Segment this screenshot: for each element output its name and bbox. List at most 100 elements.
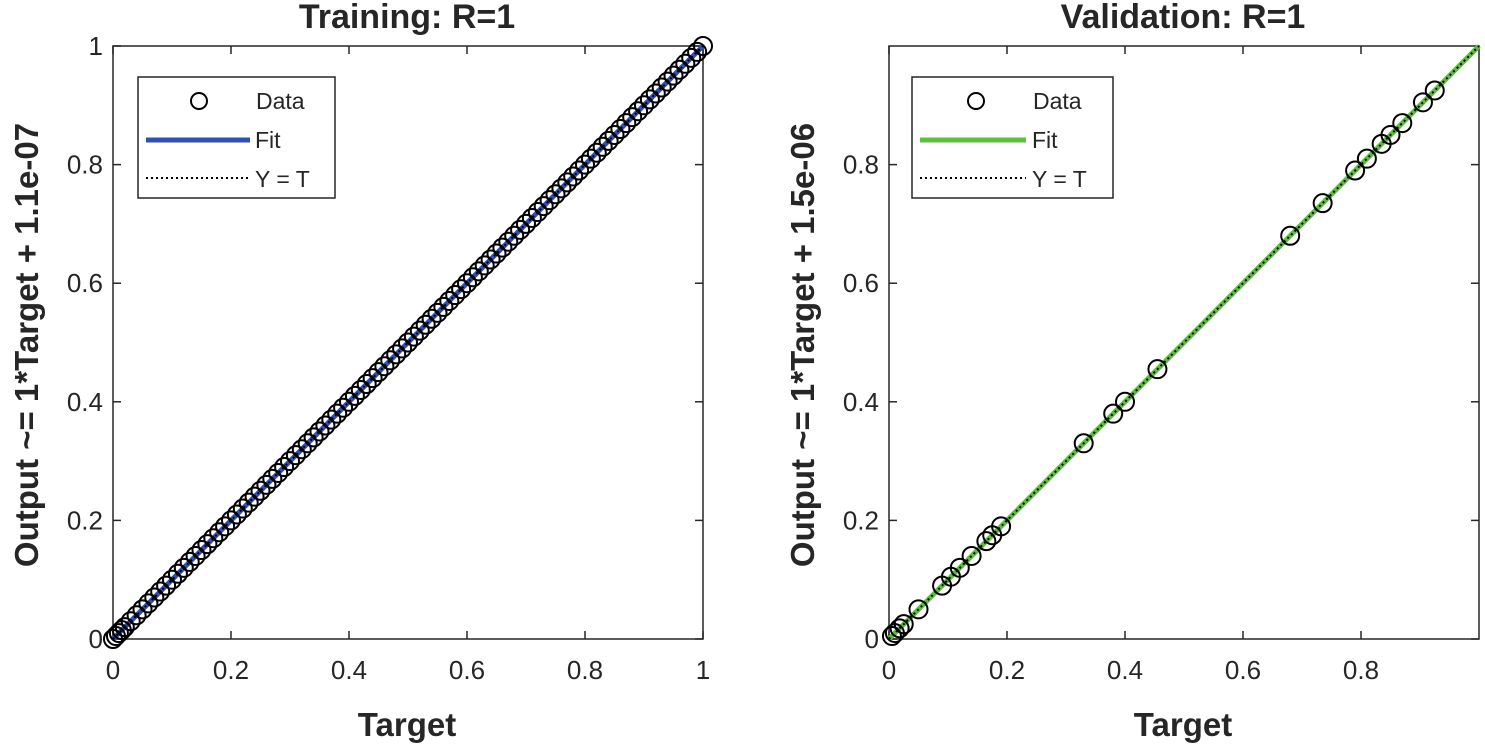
training-data-point bbox=[486, 243, 507, 264]
training-data-point bbox=[527, 202, 548, 223]
validation-data-point bbox=[1280, 225, 1301, 246]
validation-xtick-label: 0.4 bbox=[1107, 655, 1143, 685]
training-data-point bbox=[563, 166, 584, 187]
validation-xtick-label: 0.6 bbox=[1225, 655, 1261, 685]
training-title: Training: R=1 bbox=[299, 0, 515, 36]
validation-fit-line bbox=[887, 44, 1481, 641]
validation-ytick-label: 0 bbox=[865, 624, 879, 654]
validation-data-point bbox=[1103, 403, 1124, 424]
validation-xtick-label: 0.2 bbox=[989, 655, 1025, 685]
training-data-point bbox=[374, 356, 395, 377]
training-data-point bbox=[179, 551, 200, 572]
validation-data-point bbox=[1147, 359, 1168, 380]
training-data-point bbox=[445, 285, 466, 306]
training-data-point bbox=[604, 124, 625, 145]
training-data-point bbox=[368, 362, 389, 383]
training-data-point bbox=[675, 53, 696, 74]
validation-ytick-label: 0.4 bbox=[843, 387, 879, 417]
training-data-point bbox=[226, 504, 247, 525]
training-data-point bbox=[150, 581, 171, 602]
training-data-point bbox=[521, 207, 542, 228]
validation-data-point bbox=[1312, 193, 1333, 214]
training-data-point bbox=[120, 611, 141, 632]
training-data-point bbox=[403, 326, 424, 347]
validation-data-point bbox=[881, 626, 902, 647]
training-data-point bbox=[498, 231, 519, 252]
training-data-point bbox=[616, 113, 637, 134]
training-ytick-label: 0.4 bbox=[67, 387, 103, 417]
validation-plot: Validation: R=1 Target Output ~= 1*Targe… bbox=[784, 0, 1481, 743]
validation-data-point bbox=[1356, 148, 1377, 169]
training-data-point bbox=[421, 308, 442, 329]
training-data-point bbox=[474, 255, 495, 276]
training-data-point bbox=[309, 421, 330, 442]
validation-data-point bbox=[889, 618, 910, 639]
training-data-point bbox=[315, 415, 336, 436]
training-data-point bbox=[162, 569, 182, 590]
training-plot: Training: R=1 Target Output ~= 1*Target … bbox=[8, 0, 713, 743]
training-plot-area: 0 0.2 0.4 0.6 0.8 1 0 0.2 0.4 0.6 0.8 1 bbox=[67, 31, 713, 685]
validation-legend-data-marker bbox=[967, 92, 985, 110]
training-data-point bbox=[657, 71, 678, 92]
training-data-point bbox=[285, 445, 306, 466]
training-data-point bbox=[209, 522, 230, 543]
training-data-point bbox=[409, 320, 430, 341]
training-data-point bbox=[262, 468, 283, 489]
validation-data-point bbox=[961, 545, 982, 566]
training-data-point bbox=[575, 154, 595, 175]
training-data-point bbox=[651, 77, 672, 98]
training-data-point bbox=[681, 47, 702, 68]
training-data-point bbox=[108, 623, 129, 644]
validation-data-point bbox=[1345, 160, 1366, 181]
training-data-point bbox=[580, 148, 601, 169]
validation-data-point bbox=[1115, 391, 1135, 412]
training-data-point bbox=[462, 267, 483, 288]
validation-data-point bbox=[1412, 92, 1433, 113]
training-data-point bbox=[203, 528, 224, 549]
training-data-point bbox=[586, 142, 607, 163]
training-data-point bbox=[386, 344, 407, 365]
training-data-point bbox=[350, 379, 371, 400]
training-data-point bbox=[551, 178, 572, 199]
training-data-point bbox=[297, 433, 318, 454]
training-data-point bbox=[280, 451, 300, 472]
training-data-point bbox=[339, 391, 359, 412]
training-data-point bbox=[291, 439, 312, 460]
training-xtick-label: 0.8 bbox=[567, 655, 603, 685]
training-data-point bbox=[687, 41, 708, 62]
training-xtick-label: 0.6 bbox=[449, 655, 485, 685]
training-data-point bbox=[639, 89, 660, 110]
training-data-point bbox=[533, 196, 554, 217]
validation-data-point bbox=[1392, 113, 1413, 134]
validation-data-point bbox=[1424, 80, 1445, 101]
validation-legend-fit-label: Fit bbox=[1032, 127, 1058, 153]
training-data-point bbox=[415, 314, 436, 335]
training-data-point bbox=[622, 107, 643, 128]
training-legend-data-label: Data bbox=[256, 88, 305, 114]
training-data-point bbox=[250, 480, 271, 501]
validation-data-point bbox=[976, 531, 997, 552]
training-ytick-label: 0.2 bbox=[67, 505, 103, 535]
training-data-point bbox=[457, 273, 477, 294]
training-data-point bbox=[492, 237, 513, 258]
training-data-point bbox=[197, 534, 218, 555]
training-data-point bbox=[144, 587, 165, 608]
training-data-point bbox=[392, 338, 413, 359]
training-data-point bbox=[645, 83, 666, 104]
training-data-point bbox=[215, 516, 236, 537]
training-data-point bbox=[398, 332, 418, 353]
training-data-point bbox=[221, 510, 241, 531]
training-ytick-label: 0.6 bbox=[67, 268, 103, 298]
validation-data-point bbox=[908, 599, 929, 620]
training-ylabel: Output ~= 1*Target + 1.1e-07 bbox=[8, 123, 45, 567]
training-data-point bbox=[321, 409, 342, 430]
training-ytick-label: 0 bbox=[89, 624, 103, 654]
training-data-point bbox=[557, 172, 578, 193]
training-data-point bbox=[380, 350, 401, 371]
training-ytick-label: 1 bbox=[89, 31, 103, 61]
training-data-point bbox=[167, 563, 188, 584]
training-data-point bbox=[356, 374, 377, 395]
training-data-point bbox=[539, 190, 560, 211]
training-data-point bbox=[303, 427, 324, 448]
